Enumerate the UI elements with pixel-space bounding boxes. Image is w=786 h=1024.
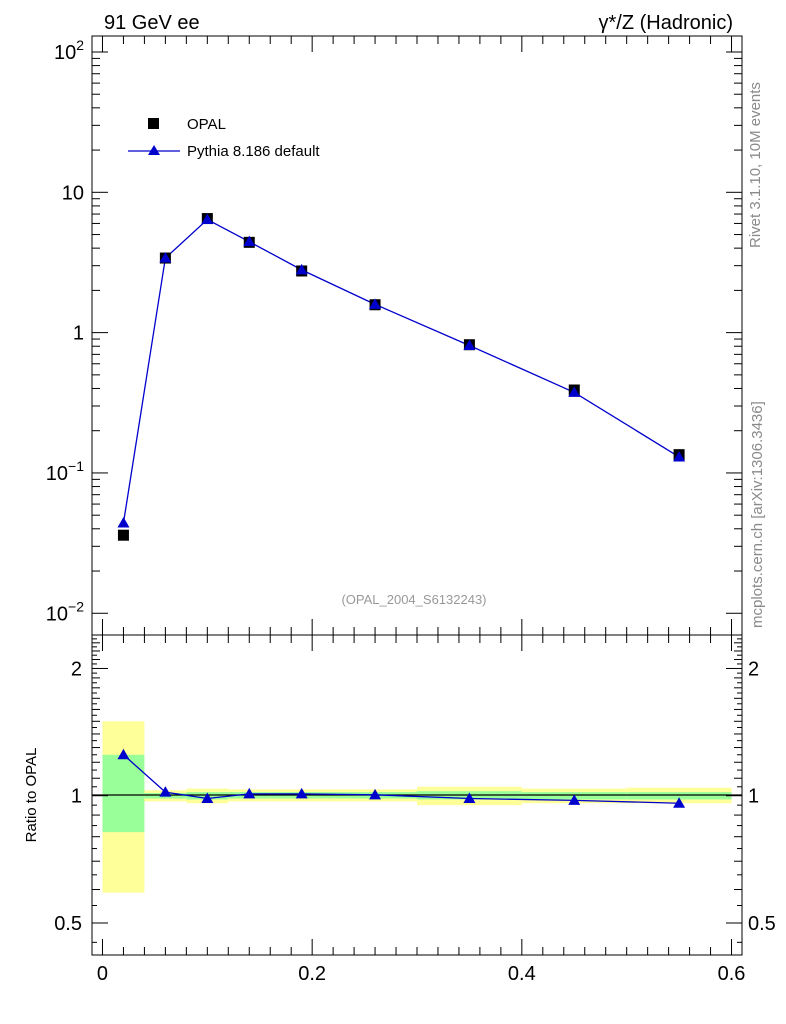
pythia-point: [369, 298, 382, 309]
ratio-band-inner: [626, 792, 732, 800]
pythia-point: [463, 339, 476, 350]
ratio-y-axis-label: Ratio to OPAL: [23, 748, 40, 843]
ratio-pythia-point: [568, 794, 581, 805]
ratio-panel: 0.5 0.5 1 1 2 2 0 0.2 0.4 0.6 Ratio to OPAL: [23, 634, 776, 985]
ratio-band-inner: [102, 754, 145, 833]
header-left-title: 91 GeV ee: [104, 12, 200, 34]
main-y-tick-label: 10−2: [46, 598, 84, 625]
pythia-point: [159, 252, 172, 263]
legend-label-pythia: Pythia 8.186 default: [187, 143, 320, 160]
ratio-y-tick-label: 1: [71, 786, 82, 808]
main-plot-content: [117, 213, 686, 541]
x-tick-label: 0: [97, 963, 108, 985]
header-right-title: γ*/Z (Hadronic): [599, 12, 733, 34]
side-text-mcplots: mcplots.cern.ch [arXiv:1306.3436]: [749, 401, 766, 628]
pythia-point: [568, 386, 581, 397]
main-axis-ticks: [92, 36, 742, 635]
ratio-pythia-point: [117, 748, 130, 760]
pythia-point: [117, 516, 130, 528]
main-panel: 10−2 10−1 1 10 102 (OPAL_2004_S6132243) OPAL…: [46, 35, 743, 636]
legend-label-opal: OPAL: [187, 116, 226, 133]
main-y-tick-labels: 10−2 10−1 1 10 102: [46, 37, 84, 625]
ratio-axis-ticks: [92, 635, 742, 955]
pythia-point: [243, 235, 256, 247]
ratio-pythia-point: [201, 792, 214, 804]
main-y-tick-label: 10: [62, 182, 84, 204]
x-tick-label: 0.4: [508, 963, 536, 985]
x-tick-label: 0.6: [718, 963, 746, 985]
main-y-tick-label: 102: [54, 37, 84, 64]
ratio-y-tick-label: 0.5: [54, 913, 82, 935]
ratio-pythia-point: [243, 787, 256, 799]
ratio-y-tick-label-right: 2: [748, 658, 759, 680]
pythia-point: [673, 450, 686, 462]
main-y-tick-label: 10−1: [46, 458, 84, 485]
legend-marker-pythia: [148, 145, 160, 155]
ratio-pythia-point: [369, 788, 382, 800]
pythia-point: [201, 213, 214, 225]
ratio-y-tick-labels: 0.5 0.5 1 1 2 2: [54, 658, 776, 935]
legend: OPAL Pythia 8.186 default: [128, 116, 320, 160]
x-tick-label: 0.2: [298, 963, 326, 985]
opal-point: [117, 529, 129, 541]
ratio-y-tick-label-right: 0.5: [748, 913, 776, 935]
ratio-y-tick-label-right: 1: [748, 786, 759, 808]
ratio-pythia-point: [463, 792, 476, 804]
ratio-plot-content: [117, 748, 686, 808]
main-y-tick-label: 1: [73, 323, 84, 345]
legend-marker-opal: [148, 118, 159, 129]
analysis-tag: (OPAL_2004_S6132243): [341, 592, 486, 607]
side-text-rivet: Rivet 3.1.10, 10M events: [747, 82, 764, 248]
ratio-pythia-point: [159, 786, 172, 797]
x-tick-labels: 0 0.2 0.4 0.6: [97, 963, 746, 985]
ratio-pythia-point: [295, 787, 308, 799]
ratio-y-tick-label: 2: [71, 658, 82, 680]
pythia-point: [295, 263, 308, 275]
ratio-pythia-point: [673, 797, 686, 808]
